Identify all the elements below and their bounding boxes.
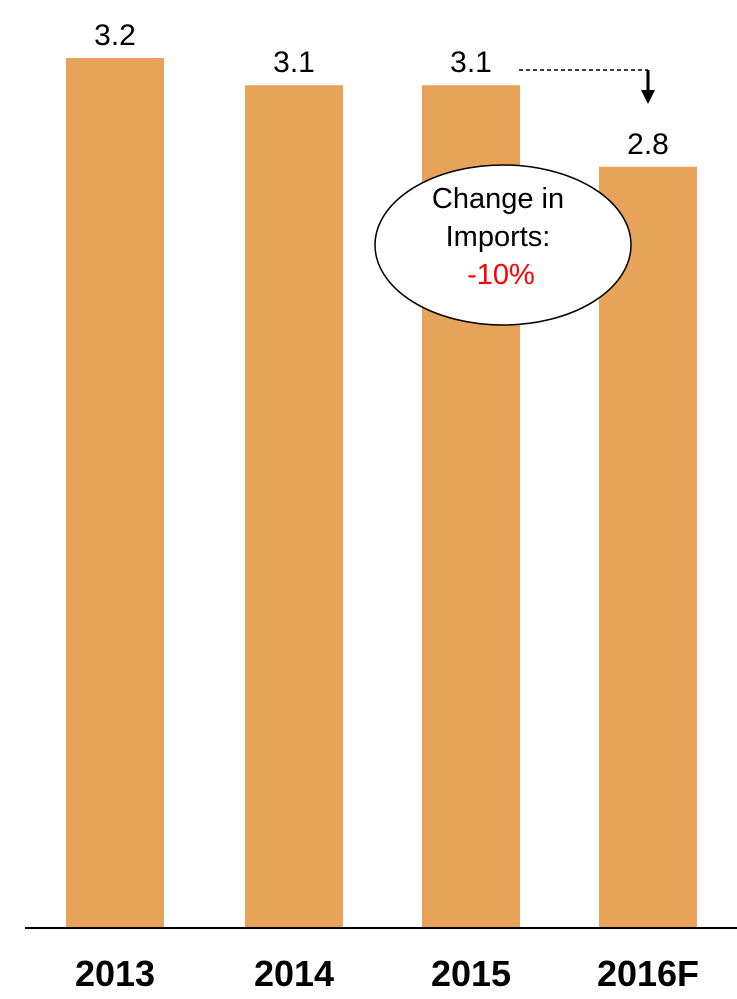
bar-2014 xyxy=(245,85,343,928)
value-labels-group: 3.2 3.1 3.1 2.8 xyxy=(94,19,669,161)
value-label-2015: 3.1 xyxy=(450,46,492,79)
category-label-2013: 2013 xyxy=(75,953,155,994)
bar-2016f xyxy=(599,166,697,928)
value-label-2016f: 2.8 xyxy=(627,128,669,161)
bar-2013 xyxy=(66,58,164,928)
category-label-2015: 2015 xyxy=(431,953,511,994)
callout-ellipse xyxy=(374,164,632,326)
bars-group xyxy=(66,58,697,928)
category-label-2014: 2014 xyxy=(254,953,334,994)
down-arrow-icon xyxy=(641,90,655,104)
callout-line-2: Imports: xyxy=(446,221,551,253)
change-callout: Change in Imports: -10% xyxy=(374,164,632,326)
callout-change-value: -10% xyxy=(467,259,535,291)
category-labels-group: 2013 2014 2015 2016F xyxy=(75,953,699,994)
callout-line-1: Change in xyxy=(432,183,564,215)
category-label-2016f: 2016F xyxy=(597,953,699,994)
value-label-2013: 3.2 xyxy=(94,19,136,52)
value-label-2014: 3.1 xyxy=(273,46,315,79)
